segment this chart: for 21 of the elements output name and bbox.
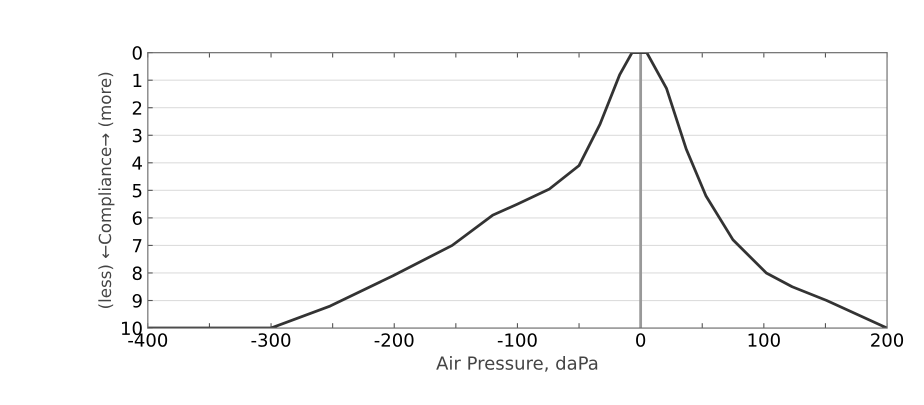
y-tick-label: 2 [132,101,142,115]
x-tick-label: 0 [636,333,646,347]
x-tick-label: 100 [748,333,780,347]
y-tick-label: 1 [133,74,142,88]
y-tick-label: 6 [132,211,142,226]
line-series [148,52,888,328]
y-tick-label: 10 [122,322,142,336]
y-tick-label: 8 [132,266,142,280]
y-tick-label: 0 [132,46,142,60]
y-tick-label: 7 [132,239,142,252]
y-tick-label: 9 [132,294,142,308]
x-tick-label: -200 [374,333,414,347]
x-tick-label: -400 [128,333,168,347]
y-tick-label: 3 [132,128,142,142]
x-tick-label: -100 [498,333,537,347]
y-tick-label: 5 [132,184,142,198]
x-tick-label: -300 [251,333,290,347]
y-axis-title: (less) ←Compliance→ (more) [98,72,114,308]
x-axis-title: Air Pressure, daPa [436,356,598,372]
x-tick-label: 200 [871,333,904,347]
y-tick-label: 4 [132,156,142,170]
